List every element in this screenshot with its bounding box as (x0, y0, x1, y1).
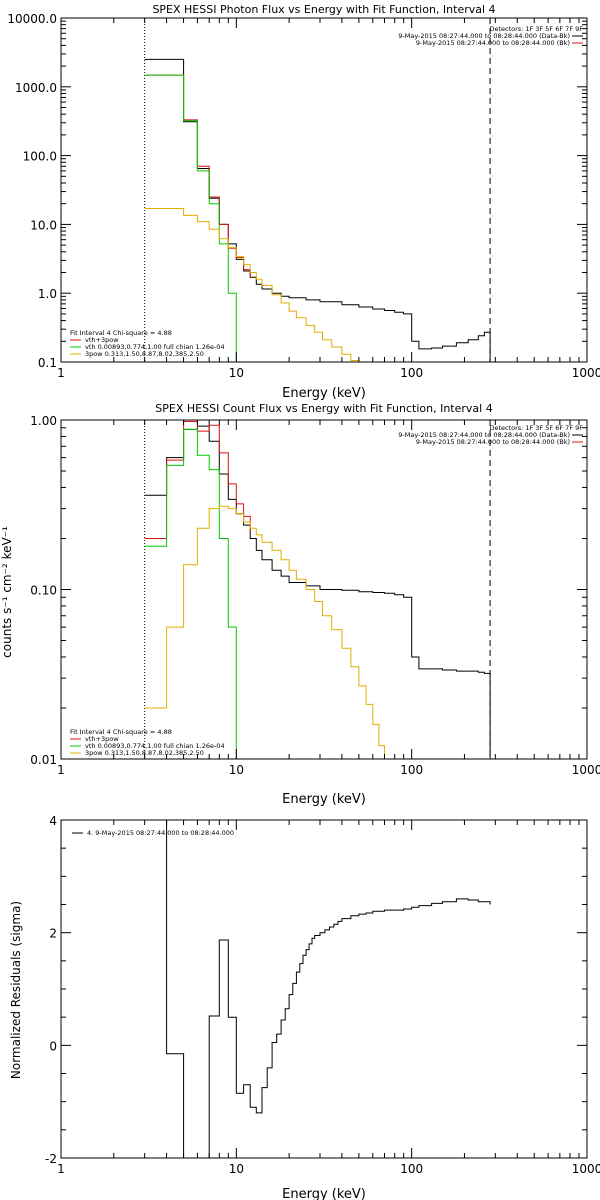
count-series-0 (144, 425, 491, 759)
photon-legend-total: vth+3pow (85, 336, 119, 344)
photon-series-group (144, 58, 491, 362)
count-series-group (144, 421, 491, 759)
photon-y-tick-label: 1000.0 (15, 81, 57, 95)
count-legend-top-right: Detectors: 1F 3F 5F 6F 7F 9F 9-May-2015 … (398, 424, 583, 446)
residual-y-tick-label: -2 (45, 1152, 57, 1166)
count-legend-detectors: Detectors: 1F 3F 5F 6F 7F 9F (489, 424, 583, 432)
photon-legend-bk: 9-May-2015 08:27:44.000 to 08:28:44.000 … (416, 39, 570, 47)
residual-x-axis-label: Energy (keV) (282, 1187, 366, 1200)
count-legend-bk: 9-May-2015 08:27:44.000 to 08:28:44.000 … (416, 438, 570, 446)
count-x-tick-label: 100 (400, 763, 423, 777)
count-y-tick-label: 1.00 (30, 414, 57, 428)
photon-series-2 (144, 74, 237, 362)
photon-series-1 (144, 74, 251, 278)
count-x-axis-label: Energy (keV) (282, 792, 366, 807)
photon-chart-title: SPEX HESSI Photon Flux vs Energy with Fi… (152, 3, 495, 16)
count-legend-fit-interval: Fit Interval 4 Chi-square = 4.88 (70, 728, 172, 736)
residual-x-tick-label: 10 (229, 1162, 244, 1176)
photon-plot: 1 10 100 1000 0.1 1.0 10.0 100.0 1000.0 10000.0 (7, 12, 600, 380)
photon-legend-detectors: Detectors: 1F 3F 5F 6F 7F 9F (489, 25, 583, 33)
count-legend-vth: vth 0.00893,0.774,1.00 full chian 1.26e-… (85, 742, 225, 750)
photon-x-tick-label: 10 (229, 366, 244, 380)
residual-x-tick-label: 1000 (572, 1162, 600, 1176)
photon-x-tick-label: 100 (400, 366, 423, 380)
panel-count-flux: SPEX HESSI Count Flux vs Energy with Fit… (0, 402, 583, 807)
count-series-3 (144, 505, 385, 759)
photon-legend-data-bk: 9-May-2015 08:27:44.000 to 08:28:44.000 … (398, 32, 570, 40)
photon-y-tick-label: 10.0 (30, 218, 57, 232)
count-legend-total: vth+3pow (85, 735, 119, 743)
photon-series-3 (144, 208, 360, 362)
count-chart-title: SPEX HESSI Count Flux vs Energy with Fit… (155, 402, 492, 415)
residual-y-tick-label: 4 (49, 814, 57, 828)
residual-x-tick-label: 1 (57, 1162, 65, 1176)
residual-y-axis-label: Normalized Residuals (sigma) (9, 901, 23, 1079)
residual-series-0 (144, 820, 491, 1158)
residual-y-tick-label: 2 (49, 927, 57, 941)
photon-legend-bottom-left: Fit Interval 4 Chi-square = 4.88 vth+3po… (70, 329, 225, 358)
count-x-tick-label: 10 (229, 763, 244, 777)
residual-axes-frame (60, 819, 588, 1159)
residual-y-tick-label: 0 (49, 1039, 57, 1053)
count-series-2 (144, 428, 237, 759)
count-legend-bottom-left: Fit Interval 4 Chi-square = 4.88 vth+3po… (70, 728, 225, 757)
photon-legend-fit-interval: Fit Interval 4 Chi-square = 4.88 (70, 329, 172, 337)
photon-y-tick-label: 10000.0 (7, 12, 57, 26)
photon-x-tick-label: 1 (57, 366, 65, 380)
photon-x-tick-label: 1000 (572, 366, 600, 380)
residual-x-tick-label: 100 (400, 1162, 423, 1176)
photon-x-axis-label: Energy (keV) (282, 386, 366, 401)
count-x-tick-label: 1 (57, 763, 65, 777)
panel-residuals: 4. 9-May-2015 08:27:44.000 to 08:28:44.0… (9, 829, 366, 1200)
residual-series-group (144, 820, 491, 1158)
photon-legend-top-right: Detectors: 1F 3F 5F 6F 7F 9F 9-May-2015 … (398, 25, 583, 47)
residual-legend-label: 4. 9-May-2015 08:27:44.000 to 08:28:44.0… (87, 829, 234, 837)
panel-photon-flux: SPEX HESSI Photon Flux vs Energy with Fi… (70, 3, 583, 401)
count-y-tick-label: 0.01 (30, 753, 57, 767)
photon-series-0 (144, 58, 491, 362)
photon-y-tick-label: 1.0 (38, 287, 57, 301)
count-legend-data-bk: 9-May-2015 08:27:44.000 to 08:28:44.000 … (398, 431, 570, 439)
photon-axes-frame (60, 17, 588, 363)
count-y-axis-label: counts s⁻¹ cm⁻² keV⁻¹ (0, 526, 14, 658)
photon-y-tick-label: 0.1 (38, 356, 57, 370)
count-plot: 1 10 100 1000 0.01 0.10 1.00 (30, 414, 600, 777)
photon-y-tick-label: 100.0 (23, 150, 57, 164)
residual-plot: 1 10 100 1000 -2 0 2 4 (45, 814, 600, 1176)
count-x-tick-label: 1000 (572, 763, 600, 777)
residual-legend: 4. 9-May-2015 08:27:44.000 to 08:28:44.0… (72, 829, 234, 837)
count-y-tick-label: 0.10 (30, 584, 57, 598)
photon-legend-vth: vth 0.00893,0.774,1.00 full chian 1.26e-… (85, 343, 225, 351)
